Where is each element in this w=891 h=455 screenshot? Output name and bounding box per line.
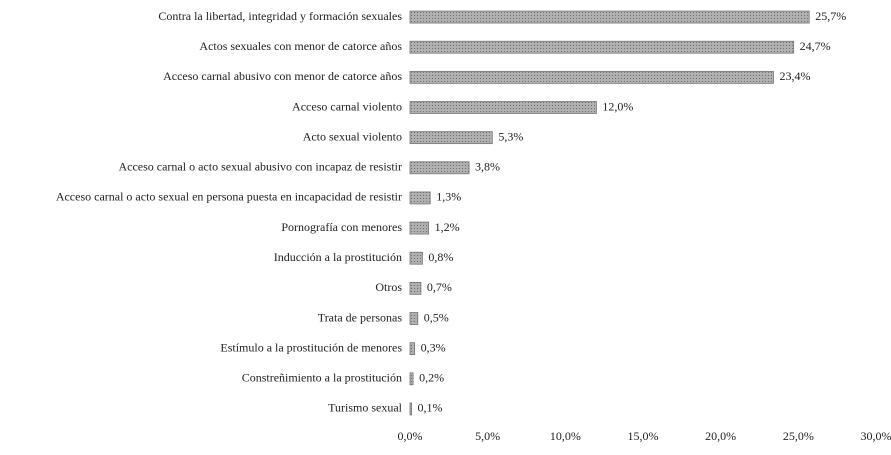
y-tick-label: Trata de personas	[318, 310, 403, 324]
value-label: 24,7%	[800, 39, 831, 53]
value-label: 0,2%	[419, 371, 444, 385]
bar	[409, 101, 597, 114]
x-tick-label: 25,0%	[783, 429, 814, 443]
value-label: 0,5%	[424, 310, 449, 324]
bar	[409, 372, 414, 386]
y-tick-label: Acceso carnal o acto sexual abusivo con …	[118, 160, 402, 174]
y-tick-label: Otros	[375, 280, 402, 294]
bar	[409, 40, 795, 54]
bar	[409, 191, 431, 205]
value-label: 3,8%	[475, 160, 500, 174]
y-tick-label: Acto sexual violento	[303, 129, 402, 143]
bar	[409, 342, 416, 356]
bar	[409, 70, 774, 84]
bar	[409, 131, 493, 145]
value-label: 12,0%	[602, 99, 633, 113]
value-label: 0,8%	[428, 250, 453, 264]
y-tick-label: Constreñimiento a la prostitución	[242, 371, 402, 385]
bar	[409, 281, 422, 295]
bar	[409, 251, 423, 265]
x-tick-label: 20,0%	[705, 429, 736, 443]
bar	[409, 161, 470, 175]
bar	[409, 221, 430, 235]
bar	[409, 312, 419, 325]
y-tick-label: Acceso carnal o acto sexual en persona p…	[56, 190, 402, 204]
y-tick-label: Contra la libertad, integridad y formaci…	[158, 9, 402, 23]
value-label: 23,4%	[779, 69, 810, 83]
y-tick-label: Actos sexuales con menor de catorce años	[199, 39, 402, 53]
value-label: 1,3%	[436, 190, 461, 204]
value-label: 1,2%	[435, 220, 460, 234]
y-tick-label: Turismo sexual	[328, 401, 403, 415]
x-tick-label: 10,0%	[550, 429, 581, 443]
x-tick-label: 15,0%	[628, 429, 659, 443]
value-label: 0,7%	[427, 280, 452, 294]
bar	[409, 402, 412, 416]
y-tick-label: Pornografía con menores	[281, 220, 402, 234]
x-tick-label: 5,0%	[475, 429, 500, 443]
value-label: 0,3%	[421, 340, 446, 354]
x-tick-label: 30,0%	[861, 429, 891, 443]
bar	[409, 10, 810, 24]
x-tick-label: 0,0%	[398, 429, 423, 443]
y-tick-label: Estímulo a la prostitución de menores	[220, 340, 402, 354]
y-tick-label: Acceso carnal abusivo con menor de cator…	[163, 69, 402, 83]
y-tick-label: Acceso carnal violento	[292, 99, 402, 113]
value-label: 0,1%	[418, 401, 443, 415]
y-tick-label: Inducción a la prostitución	[274, 250, 402, 264]
value-label: 25,7%	[815, 9, 846, 23]
value-label: 5,3%	[498, 129, 523, 143]
